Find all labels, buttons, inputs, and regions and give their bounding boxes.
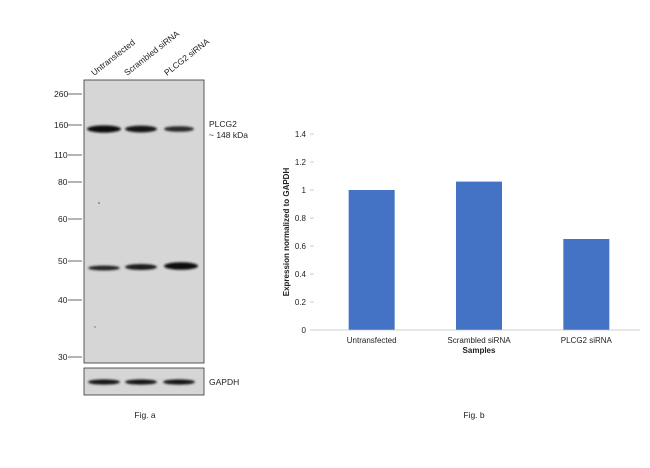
y-axis-ticks: 0 0.2 0.4 0.6 0.8 1 1.2 1.4 <box>295 130 314 335</box>
band-gapdh-untransfected <box>88 379 120 385</box>
blot-speck <box>98 202 100 204</box>
band-gapdh-scrambled <box>125 379 157 385</box>
y-axis-label: Expression normalized to GAPDH <box>282 168 291 297</box>
y-tick-label: 0 <box>302 326 307 335</box>
x-axis-categories: Untransfected Scrambled siRNA PLCG2 siRNA <box>347 336 613 345</box>
bar <box>348 190 395 330</box>
y-tick-label: 0.6 <box>295 242 307 251</box>
bar-series <box>348 181 610 330</box>
western-blot-panel: Untransfected Scrambled siRNA PLCG2 siRN… <box>54 28 248 420</box>
lower-bands <box>88 262 198 271</box>
blot-membrane-main <box>83 79 205 364</box>
mw-marker: 160 <box>54 120 82 130</box>
band-lower-sirna <box>164 262 198 270</box>
fig-b-caption: Fig. b <box>463 410 485 420</box>
loading-control-label: GAPDH <box>209 377 239 387</box>
svg-text:50: 50 <box>58 256 68 266</box>
svg-text:40: 40 <box>58 295 68 305</box>
svg-text:80: 80 <box>58 177 68 187</box>
mw-marker: 40 <box>58 295 82 305</box>
mw-marker: 80 <box>58 177 82 187</box>
fig-a-caption: Fig. a <box>134 410 156 420</box>
svg-text:110: 110 <box>54 150 68 160</box>
y-tick-label: 0.4 <box>295 270 307 279</box>
blot-speck <box>94 326 96 328</box>
mw-marker: 110 <box>54 150 82 160</box>
bar <box>563 239 610 330</box>
svg-text:160: 160 <box>54 120 68 130</box>
bar <box>456 181 502 330</box>
target-size-label: ~ 148 kDa <box>209 130 248 140</box>
mw-marker: 60 <box>58 214 82 224</box>
band-lower-untransfected <box>88 265 120 271</box>
mw-marker: 260 <box>54 89 82 99</box>
x-tick-label: Untransfected <box>347 336 397 345</box>
y-tick-label: 0.2 <box>295 298 307 307</box>
target-name-label: PLCG2 <box>209 119 237 129</box>
y-tick-label: 0.8 <box>295 214 307 223</box>
x-tick-label: PLCG2 siRNA <box>561 336 613 345</box>
x-tick-label: Scrambled siRNA <box>447 336 511 345</box>
band-lower-scrambled <box>125 264 157 270</box>
band-plcg2-sirna <box>164 126 194 132</box>
plcg2-bands <box>87 125 194 133</box>
band-gapdh-sirna <box>163 379 195 385</box>
band-plcg2-scrambled <box>125 125 157 133</box>
gapdh-bands <box>88 379 195 385</box>
svg-text:30: 30 <box>58 352 68 362</box>
svg-text:260: 260 <box>54 89 68 99</box>
mw-marker-ladder: 260 160 110 80 60 50 <box>54 89 82 362</box>
y-tick-label: 1 <box>302 186 307 195</box>
mw-marker: 50 <box>58 256 82 266</box>
svg-text:60: 60 <box>58 214 68 224</box>
y-tick-label: 1.2 <box>295 158 307 167</box>
x-axis-label: Samples <box>463 346 496 355</box>
mw-marker: 30 <box>58 352 82 362</box>
band-plcg2-untransfected <box>87 125 121 133</box>
y-tick-label: 1.4 <box>295 130 307 139</box>
bar-chart: 0 0.2 0.4 0.6 0.8 1 1.2 1.4 Untransfected Scramb… <box>282 130 640 355</box>
